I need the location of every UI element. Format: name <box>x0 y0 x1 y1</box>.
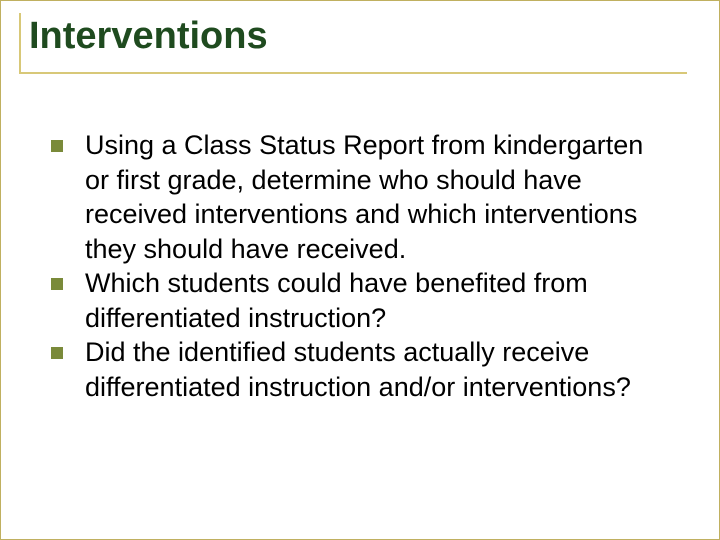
list-item: Using a Class Status Report from kinderg… <box>51 128 671 266</box>
bullet-text: Using a Class Status Report from kinderg… <box>85 128 671 266</box>
bullet-text: Which students could have benefited from… <box>85 266 671 335</box>
slide: Interventions Using a Class Status Repor… <box>0 0 720 540</box>
square-bullet-icon <box>51 140 63 152</box>
list-item: Which students could have benefited from… <box>51 266 671 335</box>
bullet-text: Did the identified students actually rec… <box>85 335 671 404</box>
bullet-list: Using a Class Status Report from kinderg… <box>19 128 701 404</box>
slide-title: Interventions <box>29 15 687 58</box>
list-item: Did the identified students actually rec… <box>51 335 671 404</box>
title-rule: Interventions <box>19 13 687 74</box>
square-bullet-icon <box>51 278 63 290</box>
square-bullet-icon <box>51 347 63 359</box>
